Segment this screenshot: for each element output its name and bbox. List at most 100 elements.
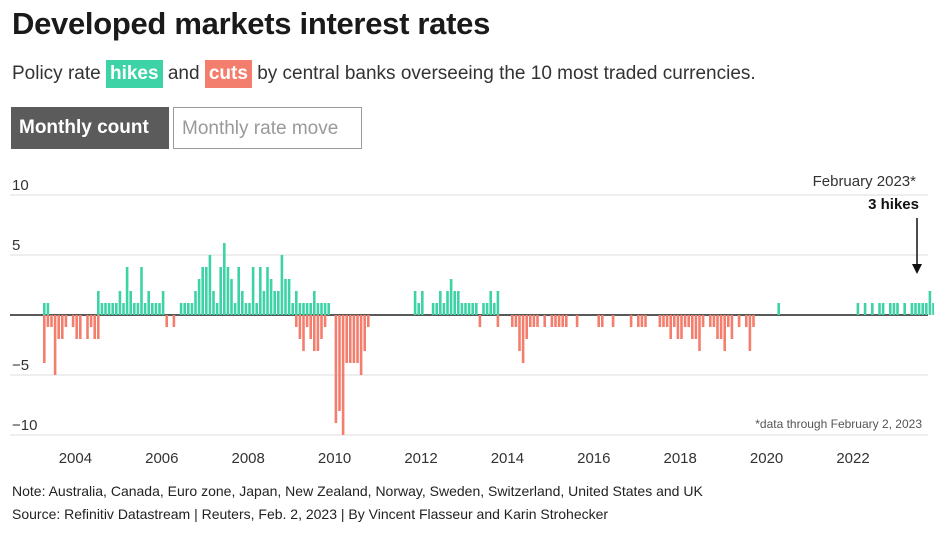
hike-bar-2013-1 <box>464 303 467 315</box>
y-tick-label: 5 <box>12 237 20 254</box>
hike-bar-2012-11 <box>457 291 460 315</box>
cut-bar-2009-3 <box>298 315 302 339</box>
y-tick-label: 10 <box>12 177 29 194</box>
hike-bar-2003-4 <box>43 303 46 315</box>
cuts-legend-chip: cuts <box>204 60 252 88</box>
hike-bar-2006-9 <box>190 303 194 315</box>
cut-bar-2010-7 <box>356 315 359 363</box>
cut-bar-2013-5 <box>478 315 482 327</box>
hike-bar-2006-6 <box>179 303 183 315</box>
cut-bar-2004-5 <box>89 315 93 327</box>
subtitle-prefix: Policy rate <box>12 63 101 84</box>
y-axis-ticks: 10 5 −5 −10 <box>12 177 37 434</box>
cut-bar-2017-3 <box>644 315 647 327</box>
hike-bar-2008-7 <box>269 279 273 315</box>
cut-bar-2010-10 <box>367 315 370 327</box>
hike-bar-2012-7 <box>442 303 446 315</box>
hike-bar-2004-12 <box>115 303 118 315</box>
cut-bar-2003-6 <box>50 315 53 327</box>
cut-bar-2016-2 <box>597 315 600 327</box>
cut-bar-2003-7 <box>53 315 57 375</box>
cut-bar-2015-8 <box>575 315 579 327</box>
cut-bar-2018-2 <box>683 315 687 327</box>
rate-changes-chart: 10 5 −5 −10 2004 2006 2008 2010 2012 2014 2016 201… <box>10 173 934 467</box>
hike-bar-2006-7 <box>183 303 186 315</box>
cut-bar-2004-6 <box>93 315 96 339</box>
hike-bar-2008-4 <box>259 267 262 315</box>
cut-bar-2015-5 <box>565 315 568 327</box>
hike-bar-2005-5 <box>133 303 136 315</box>
monthly-rate-move-button[interactable]: Monthly rate move <box>173 107 362 149</box>
hikes-legend-chip: hikes <box>105 60 163 88</box>
annotation-date: February 2023* <box>813 173 917 190</box>
cut-bar-2018-3 <box>687 315 690 327</box>
hike-bar-2008-1 <box>248 303 251 315</box>
x-tick-label: 2018 <box>664 450 697 467</box>
hike-bar-2020-4 <box>777 303 780 315</box>
hike-bar-2007-5 <box>219 267 222 315</box>
hike-bar-2007-2 <box>208 255 212 315</box>
cut-bar-2015-4 <box>561 315 564 327</box>
cut-bar-2018-6 <box>698 315 701 351</box>
hike-bar-2013-2 <box>467 303 471 315</box>
cut-bar-2015-1 <box>550 315 554 327</box>
cut-bar-2018-4 <box>691 315 694 339</box>
cut-bar-2010-5 <box>349 315 352 363</box>
hike-bar-2013-6 <box>482 303 485 315</box>
cut-bar-2016-11 <box>629 315 633 327</box>
hike-bar-2012-1 <box>421 291 424 315</box>
hike-bar-2009-8 <box>316 303 320 315</box>
cut-bar-2017-8 <box>662 315 665 327</box>
hike-bar-2008-5 <box>262 291 266 315</box>
hike-bar-2008-11 <box>284 279 287 315</box>
hike-bar-2022-8 <box>878 303 881 315</box>
hike-bar-2022-12 <box>892 303 896 315</box>
hike-bar-2007-8 <box>230 279 233 315</box>
hike-bar-2011-12 <box>417 303 420 315</box>
cut-bar-2019-2 <box>727 315 730 327</box>
hike-bar-2012-6 <box>439 291 442 315</box>
cut-bar-2018-10 <box>712 315 716 327</box>
cut-bar-2010-1 <box>334 315 338 423</box>
cut-bar-2004-1 <box>75 315 78 339</box>
cut-bar-2009-10 <box>323 315 327 327</box>
x-tick-label: 2006 <box>145 450 178 467</box>
hike-bar-2008-3 <box>255 303 258 315</box>
cut-bar-2003-12 <box>71 315 75 327</box>
hike-bar-2012-8 <box>446 291 449 315</box>
cut-bar-2010-3 <box>341 315 345 435</box>
cut-bar-2010-8 <box>359 315 363 375</box>
x-tick-label: 2022 <box>836 450 869 467</box>
hike-bar-2005-11 <box>154 303 158 315</box>
hike-bar-2006-12 <box>201 267 204 315</box>
x-tick-label: 2010 <box>318 450 351 467</box>
annotation-hikes-count: 3 hikes <box>868 196 919 213</box>
hike-bar-2007-9 <box>233 303 237 315</box>
cut-bar-2009-5 <box>305 315 309 327</box>
cut-bar-2017-2 <box>640 315 644 327</box>
hike-bar-2022-9 <box>881 303 885 315</box>
hike-bar-2007-10 <box>237 267 240 315</box>
x-tick-label: 2020 <box>750 450 783 467</box>
hike-bar-2006-8 <box>187 303 190 315</box>
hike-bar-2004-7 <box>97 291 100 315</box>
cut-bar-2004-2 <box>79 315 82 339</box>
monthly-count-button[interactable]: Monthly count <box>11 107 169 149</box>
hike-bar-2006-10 <box>194 291 197 315</box>
cut-bar-2009-9 <box>320 315 323 339</box>
cut-bar-2017-11 <box>673 315 676 327</box>
cut-bar-2014-6 <box>525 315 528 339</box>
hike-bar-2023-10 <box>928 291 932 315</box>
hike-bar-2013-3 <box>471 303 474 315</box>
hike-bar-2004-9 <box>104 303 107 315</box>
hike-bar-2007-3 <box>212 291 215 315</box>
hike-bar-2012-12 <box>460 303 464 315</box>
cut-bar-2009-4 <box>302 315 305 351</box>
cut-bar-2019-5 <box>737 315 741 327</box>
hike-bar-2023-11 <box>932 303 934 315</box>
hike-bar-2007-4 <box>215 303 219 315</box>
cut-bar-2003-8 <box>57 315 60 339</box>
x-tick-label: 2014 <box>491 450 524 467</box>
hike-bar-2009-5 <box>305 303 309 315</box>
hike-bar-2005-3 <box>125 267 129 315</box>
